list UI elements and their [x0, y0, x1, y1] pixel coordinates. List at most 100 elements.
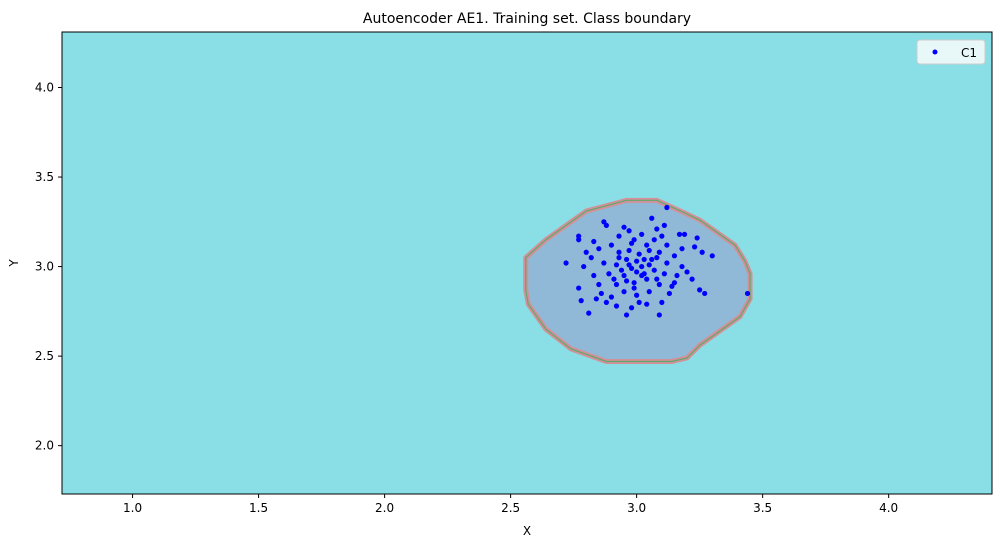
- data-point: [623, 278, 630, 284]
- data-point: [598, 290, 604, 297]
- data-point: [631, 285, 637, 291]
- axes-frame: [61, 31, 993, 495]
- y-tick-label: 2.5: [35, 349, 54, 363]
- data-point: [576, 233, 582, 239]
- data-point: [659, 299, 665, 305]
- data-point: [646, 262, 652, 268]
- data-point: [654, 276, 660, 282]
- data-point: [603, 222, 609, 228]
- data-point: [606, 271, 612, 277]
- x-tick-label: 1.5: [249, 501, 268, 515]
- data-point: [563, 260, 569, 266]
- data-point: [634, 258, 640, 264]
- data-point: [669, 283, 675, 289]
- data-point: [626, 228, 632, 234]
- data-point: [586, 310, 592, 316]
- data-point: [616, 255, 622, 261]
- y-tick-label: 3.5: [35, 170, 54, 184]
- data-point: [639, 272, 645, 279]
- data-point: [626, 262, 632, 268]
- data-point: [656, 249, 662, 255]
- data-point: [644, 242, 650, 248]
- x-tick-label: 2.0: [375, 501, 394, 515]
- legend-label-c1: C1: [961, 46, 977, 60]
- data-point: [611, 276, 617, 282]
- data-point: [634, 269, 640, 275]
- data-point: [661, 222, 667, 228]
- data-point: [601, 260, 607, 266]
- y-tick-label: 2.0: [35, 439, 54, 453]
- chart-title: Autoencoder AE1. Training set. Class bou…: [363, 11, 691, 27]
- data-point: [699, 249, 705, 255]
- data-point: [581, 263, 587, 270]
- x-tick-label: 4.0: [879, 501, 898, 515]
- data-point: [578, 298, 584, 304]
- data-point: [636, 299, 642, 305]
- data-point: [664, 260, 670, 266]
- data-point: [744, 290, 751, 297]
- data-point: [649, 256, 655, 263]
- data-point: [593, 296, 599, 302]
- x-tick-label: 3.5: [753, 501, 772, 515]
- data-point: [608, 294, 615, 300]
- data-point: [692, 244, 698, 250]
- data-point: [651, 267, 657, 273]
- data-point: [616, 233, 622, 239]
- x-tick-label: 2.5: [501, 501, 520, 515]
- data-point: [664, 242, 670, 248]
- data-point: [623, 256, 630, 263]
- legend: C1: [916, 39, 986, 65]
- data-point: [613, 262, 620, 268]
- data-point: [583, 249, 589, 255]
- data-point: [654, 255, 660, 261]
- data-point: [659, 233, 665, 239]
- data-point: [671, 253, 678, 259]
- data-point: [681, 231, 688, 237]
- data-point: [674, 272, 680, 279]
- data-point: [679, 263, 685, 270]
- data-point: [649, 215, 655, 221]
- data-point: [608, 242, 615, 248]
- data-point: [709, 253, 715, 259]
- legend-box: [916, 39, 986, 65]
- data-point: [646, 289, 652, 295]
- data-point: [631, 237, 637, 243]
- class-boundary-line: [525, 199, 751, 363]
- data-point: [621, 224, 627, 230]
- data-point: [654, 226, 660, 232]
- data-point: [679, 246, 685, 252]
- data-point: [621, 289, 627, 295]
- data-point: [697, 287, 703, 293]
- data-point: [639, 231, 645, 237]
- data-point: [666, 290, 672, 297]
- data-point: [676, 231, 683, 237]
- data-point: [621, 272, 627, 279]
- data-point: [613, 303, 620, 309]
- data-point: [702, 290, 708, 297]
- data-point: [603, 299, 609, 305]
- x-tick-label: 3.0: [627, 501, 646, 515]
- data-point: [591, 238, 597, 245]
- y-tick-label: 4.0: [35, 81, 54, 95]
- data-point: [596, 281, 602, 288]
- data-point: [616, 249, 622, 255]
- data-point: [639, 263, 645, 270]
- x-tick-label: 1.0: [123, 501, 142, 515]
- data-point: [664, 204, 670, 211]
- data-point: [623, 312, 630, 318]
- data-point: [591, 272, 597, 279]
- data-point: [634, 292, 640, 298]
- data-point: [644, 276, 650, 282]
- x-axis-label: X: [523, 524, 531, 538]
- data-point: [618, 267, 625, 273]
- data-point: [661, 271, 667, 277]
- data-point: [684, 269, 690, 275]
- data-point: [588, 255, 594, 261]
- data-point: [636, 251, 642, 257]
- data-point: [644, 301, 650, 307]
- data-point: [694, 235, 700, 241]
- data-point: [631, 280, 637, 286]
- y-tick-label: 3.0: [35, 260, 54, 274]
